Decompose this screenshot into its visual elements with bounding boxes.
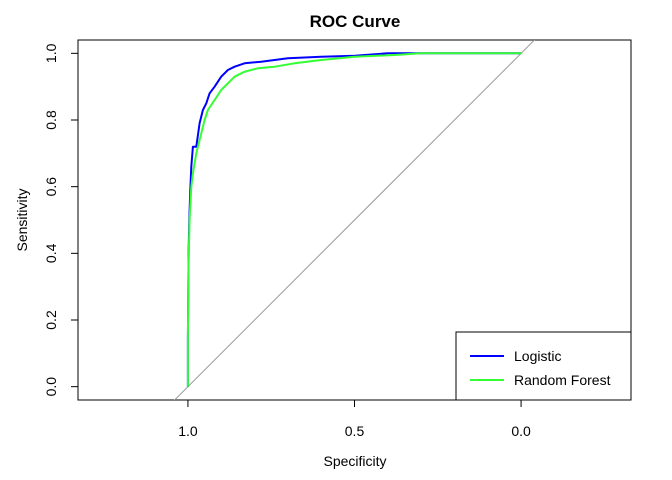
x-axis-label: Specificity [323, 453, 386, 469]
y-tick-label: 0.8 [43, 110, 59, 130]
y-tick-label: 0.6 [43, 177, 59, 197]
y-tick-label: 1.0 [43, 43, 59, 63]
y-tick-label: 0.4 [43, 243, 59, 263]
diagonal-reference-line [173, 40, 536, 400]
y-tick-label: 0.0 [43, 377, 59, 397]
legend-box [455, 331, 632, 401]
legend-label-random-forest: Random Forest [514, 372, 611, 388]
series-line-random-forest [186, 52, 522, 387]
legend-label-logistic: Logistic [514, 348, 561, 364]
x-tick-label: 0.5 [345, 423, 365, 439]
x-tick-label: 1.0 [178, 423, 198, 439]
legend: Logistic Random Forest [455, 331, 632, 401]
y-tick-label: 0.2 [43, 310, 59, 330]
y-axis-label: Sensitivity [14, 188, 30, 251]
chart-title: ROC Curve [310, 12, 401, 31]
x-tick-label: 0.0 [511, 423, 531, 439]
